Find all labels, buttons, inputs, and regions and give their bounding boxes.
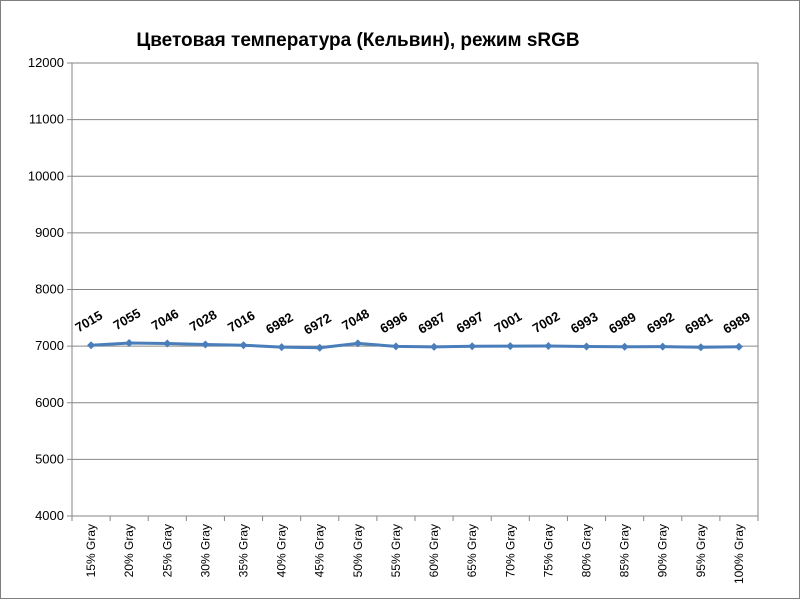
x-axis-ticks: 15% Gray 20% Gray 25% Gray 30% Gray 35% Gray…	[71, 516, 759, 584]
data-point-marker	[430, 342, 439, 351]
x-tick-label: 90% Gray	[656, 524, 670, 577]
data-point-marker	[620, 342, 629, 351]
data-point-marker	[315, 343, 324, 352]
data-label: 6982	[263, 310, 296, 337]
x-tick-label: 20% Gray	[122, 524, 136, 577]
data-label: 7048	[339, 306, 372, 333]
x-tick-label: 25% Gray	[160, 524, 174, 577]
x-tick-label: 35% Gray	[237, 524, 251, 577]
x-tick-label: 40% Gray	[275, 524, 289, 577]
data-label: 7002	[530, 308, 563, 335]
x-tick-label: 55% Gray	[389, 524, 403, 577]
data-point-marker	[544, 342, 553, 351]
x-tick-label: 30% Gray	[198, 524, 212, 577]
y-tick-label: 9000	[35, 225, 64, 240]
data-point-marker	[734, 342, 743, 351]
data-label: 6993	[568, 309, 601, 336]
data-point-marker	[696, 343, 705, 352]
x-tick-label: 80% Gray	[580, 524, 594, 577]
x-tick-label: 15% Gray	[84, 524, 98, 577]
data-label: 6996	[377, 309, 410, 336]
data-label: 6987	[416, 309, 449, 336]
data-point-marker	[163, 339, 172, 348]
data-labels: 7015 7055 7046 7028 7016 6982 6972 7048 6996 6987…	[73, 305, 753, 337]
y-tick-label: 4000	[35, 508, 64, 523]
data-point-marker	[125, 339, 134, 348]
data-point-marker	[582, 342, 591, 351]
data-label: 6989	[720, 309, 753, 336]
data-label: 6992	[644, 309, 677, 336]
x-tick-label: 70% Gray	[503, 524, 517, 577]
y-tick-label: 6000	[35, 395, 64, 410]
data-label: 7001	[492, 308, 525, 335]
data-label: 6981	[682, 310, 715, 337]
data-label: 7055	[111, 305, 144, 332]
data-point-marker	[468, 342, 477, 351]
data-label: 7015	[73, 308, 106, 335]
series-line	[90, 341, 739, 350]
x-tick-label: 100% Gray	[732, 524, 746, 584]
y-tick-label: 8000	[35, 282, 64, 297]
x-tick-label: 65% Gray	[465, 524, 479, 577]
y-tick-label: 10000	[28, 168, 64, 183]
data-point-marker	[391, 342, 400, 351]
series-line-group	[87, 339, 743, 352]
y-axis-ticks: 4000 5000 6000 7000 8000 9000 10000 11000 12000	[28, 55, 72, 523]
x-tick-label: 60% Gray	[427, 524, 441, 577]
data-label: 6989	[606, 309, 639, 336]
data-point-marker	[239, 341, 248, 350]
data-point-marker	[87, 341, 96, 350]
data-point-marker	[201, 340, 210, 349]
data-label: 7046	[149, 306, 182, 333]
chart-title: Цветовая температура (Кельвин), режим sR…	[136, 30, 579, 51]
data-point-marker	[353, 339, 362, 348]
data-label: 7016	[225, 308, 258, 335]
x-tick-label: 45% Gray	[313, 524, 327, 577]
gridlines	[72, 62, 758, 517]
data-label: 6972	[301, 310, 334, 337]
x-tick-label: 75% Gray	[541, 524, 555, 577]
x-tick-label: 50% Gray	[351, 524, 365, 577]
data-point-marker	[506, 342, 515, 351]
y-tick-label: 12000	[28, 55, 64, 70]
y-tick-label: 11000	[29, 112, 64, 127]
data-point-marker	[277, 343, 286, 352]
y-tick-label: 7000	[35, 338, 64, 353]
x-tick-label: 95% Gray	[694, 524, 708, 577]
data-point-marker	[658, 342, 667, 351]
y-tick-label: 5000	[35, 451, 64, 466]
data-label: 6997	[454, 309, 487, 336]
data-label: 7028	[187, 307, 220, 334]
x-tick-label: 85% Gray	[618, 524, 632, 577]
